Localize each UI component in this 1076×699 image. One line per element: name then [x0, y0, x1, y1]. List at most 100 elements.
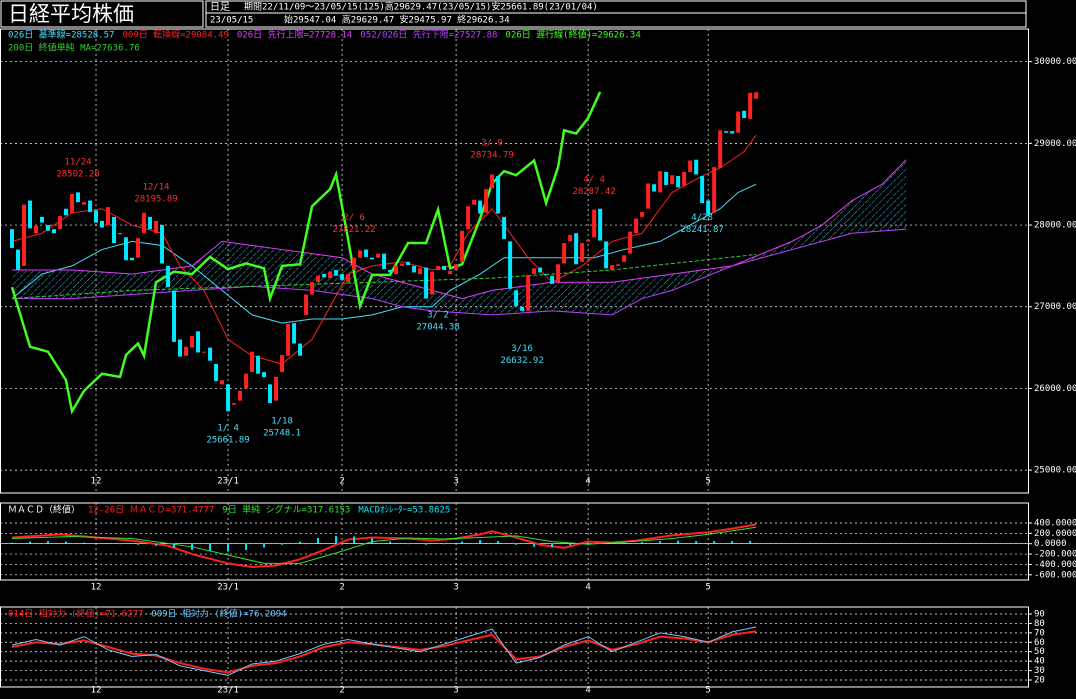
candle-body: [394, 265, 399, 275]
candle-body: [508, 241, 513, 289]
x-tick-label: 23/1: [217, 583, 239, 593]
candle-body: [328, 271, 333, 279]
candle-body: [592, 209, 597, 238]
candle-body: [580, 243, 585, 262]
candle-body: [334, 269, 339, 276]
legend-entry: ＭＡＣＤ（終値）: [8, 504, 80, 516]
candle-body: [514, 290, 519, 306]
y-tick-label: 26000.00: [1034, 384, 1076, 394]
x-tick-label: 2: [339, 583, 344, 593]
histogram-bar: [299, 541, 302, 544]
annotation-value: 28241.87: [680, 225, 723, 235]
histogram-bar: [731, 541, 734, 544]
candle-body: [550, 275, 555, 284]
candle-body: [148, 216, 153, 230]
histogram-bar: [695, 541, 698, 544]
histogram-bar: [497, 541, 500, 544]
histogram-bar: [173, 543, 176, 548]
candle-body: [724, 131, 729, 133]
candle-body: [364, 249, 369, 257]
candle-body: [406, 261, 411, 266]
histogram-bar: [605, 542, 608, 544]
candle-body: [736, 111, 741, 133]
candle-body: [706, 200, 711, 215]
x-tick-label: 3: [453, 583, 458, 593]
candle-body: [220, 380, 225, 385]
annotation-date: 1/18: [271, 417, 293, 427]
panel-frame: [0, 606, 1029, 688]
histogram-bar: [515, 543, 518, 545]
histogram-bar: [335, 535, 338, 544]
candle-body: [742, 110, 747, 119]
candle-body: [658, 171, 663, 193]
series-line: [12, 228, 907, 316]
candle-body: [448, 270, 453, 275]
y-tick-label: 27000.00: [1034, 302, 1076, 312]
candle-body: [676, 176, 681, 188]
candle-body: [610, 265, 615, 270]
legend-entry: 052/026日 先行下限=27527.88: [360, 29, 497, 41]
candle-body: [490, 174, 495, 189]
annotation-value: 27821.22: [332, 225, 375, 235]
histogram-bar: [407, 543, 410, 545]
y-tick-label: 40: [1034, 657, 1045, 667]
info-box: [205, 0, 1027, 28]
legend-entry: 026日 先行上限=27728.14: [237, 29, 352, 41]
candle-body: [418, 268, 423, 275]
candle-body: [532, 268, 537, 275]
x-tick-label: 4: [585, 477, 590, 487]
candle-body: [298, 343, 303, 356]
histogram-bar: [587, 542, 590, 544]
x-tick-label: 5: [705, 477, 710, 487]
candle-body: [262, 372, 267, 377]
candle-body: [214, 363, 219, 382]
histogram-bar: [209, 543, 212, 551]
candle-body: [64, 208, 69, 216]
annotation-value: 26632.92: [500, 356, 543, 366]
candle-body: [184, 346, 189, 356]
candle-body: [718, 130, 723, 168]
histogram-bar: [389, 541, 392, 544]
candle-body: [250, 351, 255, 373]
candle-body: [196, 331, 201, 353]
candle-body: [730, 131, 735, 134]
candle-body: [274, 377, 279, 401]
histogram-bar: [245, 543, 248, 550]
candle-body: [316, 275, 321, 283]
candle-body: [142, 212, 147, 234]
candle-body: [472, 199, 477, 205]
candle-body: [154, 220, 159, 234]
title: 日経平均株価: [8, 2, 134, 26]
histogram-bar: [677, 540, 680, 544]
candle-body: [754, 92, 759, 99]
candle-body: [322, 274, 327, 278]
histogram-bar: [11, 542, 14, 544]
candle-body: [388, 269, 393, 273]
candle-body: [376, 253, 381, 258]
candle-body: [520, 306, 525, 311]
candle-body: [634, 218, 639, 234]
annotation-value: 27044.38: [416, 323, 459, 333]
candle-body: [100, 220, 105, 228]
y-tick-label: 400.0000: [1034, 518, 1076, 528]
candle-body: [310, 282, 315, 295]
x-tick-label: 2: [339, 477, 344, 487]
candle-body: [22, 204, 27, 266]
annotation-date: 4/28: [691, 213, 713, 223]
candle-body: [538, 267, 543, 273]
candle-body: [694, 159, 699, 175]
candle-body: [88, 200, 93, 212]
x-tick-label: 5: [705, 686, 710, 696]
candle-body: [124, 237, 129, 261]
candle-body: [616, 264, 621, 266]
x-tick-label: 23/1: [217, 686, 239, 696]
histogram-bar: [749, 540, 752, 544]
histogram-bar: [191, 543, 194, 550]
annotation-value: 25748.1: [263, 429, 301, 439]
candle-body: [358, 250, 363, 258]
candle-body: [178, 339, 183, 357]
candle-body: [118, 233, 123, 235]
candle-body: [460, 230, 465, 262]
y-tick-label: 28000.00: [1034, 221, 1076, 231]
